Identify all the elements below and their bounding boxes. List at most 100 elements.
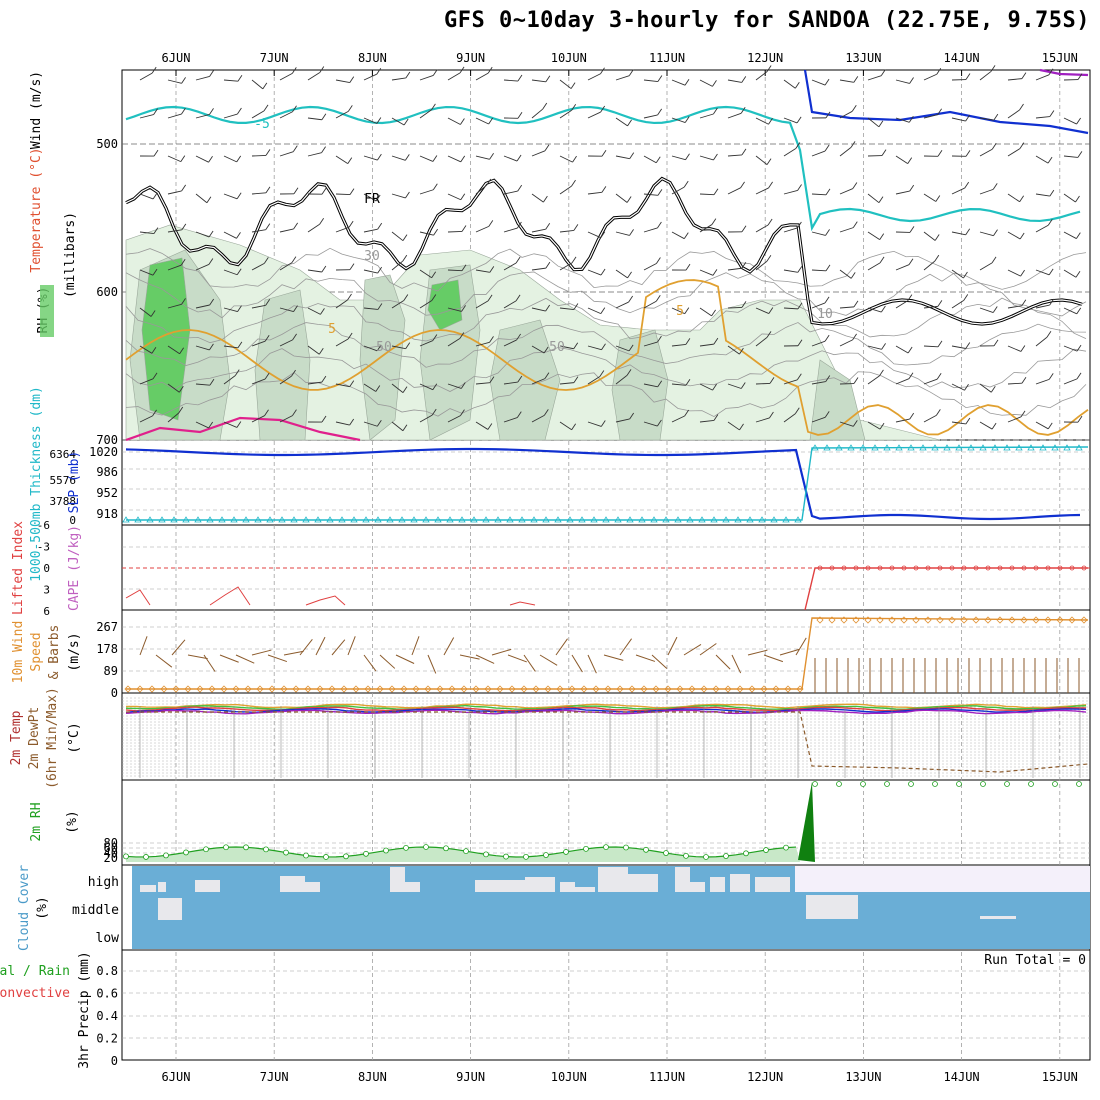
rh2m-marker bbox=[403, 844, 409, 851]
wind-barb-flag bbox=[627, 271, 632, 279]
surface-barb bbox=[747, 649, 768, 656]
wind-barb bbox=[671, 117, 686, 123]
wind-barb-flag bbox=[685, 263, 691, 271]
rh2m-marker bbox=[523, 853, 529, 860]
thickness-marker bbox=[602, 516, 610, 523]
wind-speed-marker bbox=[280, 685, 288, 693]
thickness-marker bbox=[494, 516, 502, 523]
ylabel-temperature: Temperature (°C) bbox=[29, 147, 44, 272]
wind-barb-flag bbox=[879, 422, 885, 430]
wind-speed-marker bbox=[760, 685, 768, 693]
contour-label: 30 bbox=[364, 249, 380, 264]
wind-barb bbox=[839, 339, 853, 347]
wind-speed-marker bbox=[436, 685, 444, 693]
wind-barb bbox=[531, 414, 545, 423]
wind-barb bbox=[139, 114, 154, 119]
li-tick-label: 0 bbox=[43, 562, 50, 575]
wind-barb bbox=[1007, 148, 1021, 157]
wind-barb-flag bbox=[153, 149, 159, 157]
wind-barb-flag bbox=[571, 104, 577, 111]
surface-barb bbox=[635, 654, 656, 662]
wind-barb bbox=[755, 337, 768, 347]
thickness-marker bbox=[967, 444, 975, 451]
wind-barb-flag bbox=[460, 409, 465, 416]
wind-barb bbox=[475, 184, 488, 195]
rh2m-marker bbox=[463, 848, 469, 855]
wind-barb-flag bbox=[403, 118, 409, 126]
li-line bbox=[305, 595, 346, 606]
date-label-top: 8JUN bbox=[358, 51, 387, 65]
wind-barb bbox=[503, 339, 517, 347]
wind-barb bbox=[727, 383, 742, 389]
temp-plus5-line bbox=[125, 279, 1089, 436]
wind-barb-flag bbox=[152, 268, 158, 276]
wind-barb bbox=[1007, 269, 1021, 277]
wind-barb-flag bbox=[853, 300, 859, 308]
wind-barb bbox=[867, 421, 881, 430]
wind-barb-flag bbox=[571, 179, 576, 187]
wind-speed-marker bbox=[460, 685, 468, 693]
rh-tick-label: 60 bbox=[104, 841, 118, 855]
rh2m-marker bbox=[143, 854, 149, 860]
wind-barb bbox=[503, 417, 518, 423]
thickness-marker bbox=[326, 516, 334, 523]
rh2m-marker bbox=[443, 845, 449, 852]
cloud-high-block bbox=[560, 882, 575, 892]
wind-barb-flag bbox=[908, 372, 914, 379]
precip-tick-label: 0.2 bbox=[96, 1032, 118, 1046]
wind-barb bbox=[1035, 193, 1050, 197]
wind-barb-flag bbox=[234, 369, 240, 376]
wind-barb bbox=[1063, 378, 1078, 385]
wind-barb bbox=[895, 190, 910, 195]
wind-barb bbox=[643, 341, 658, 347]
wind-barb-flag bbox=[881, 149, 887, 156]
wind-barb bbox=[307, 117, 322, 121]
wind-barb-flag bbox=[741, 225, 747, 233]
thickness-tick-label: 5576 bbox=[50, 474, 77, 487]
wind-barb bbox=[279, 339, 293, 347]
wind-speed-marker bbox=[532, 685, 540, 693]
wind-barb-flag bbox=[488, 117, 494, 125]
cloud-level-label: high bbox=[88, 875, 119, 890]
rh2m-marker bbox=[423, 844, 429, 850]
thickness-marker bbox=[1051, 444, 1059, 451]
contour-label: 10 bbox=[817, 307, 833, 322]
wind-barb bbox=[251, 263, 265, 271]
wind-barb-flag bbox=[237, 107, 242, 115]
wind-speed-marker bbox=[888, 616, 896, 624]
wind-barb bbox=[783, 227, 798, 233]
wind-barb-flag bbox=[629, 152, 635, 159]
temp-magenta-line bbox=[125, 416, 361, 442]
rh2m-marker bbox=[163, 852, 169, 859]
wind-barb-flag bbox=[545, 222, 551, 230]
wind-barb-flag bbox=[459, 66, 465, 74]
thickness-marker bbox=[470, 516, 478, 523]
thickness-marker bbox=[254, 516, 262, 523]
rh2m-marker bbox=[663, 850, 669, 856]
wind-barb-flag bbox=[711, 218, 717, 225]
wind-barb bbox=[839, 421, 854, 427]
wind-barb-flag bbox=[543, 195, 548, 203]
wind-barb-flag bbox=[264, 334, 270, 342]
wind-barb bbox=[167, 412, 180, 423]
ylabel-cloud: Cloud Cover bbox=[17, 865, 32, 951]
thickness-marker bbox=[794, 516, 802, 523]
precip-tick-label: 0.8 bbox=[96, 964, 118, 978]
cloud-high-block bbox=[755, 877, 790, 892]
wind-barb-flag bbox=[657, 221, 662, 229]
wind-barb-flag bbox=[209, 108, 214, 115]
wind-barb-flag bbox=[1077, 415, 1083, 423]
thickness-marker bbox=[410, 516, 418, 523]
wind-barb-flag bbox=[824, 411, 830, 418]
wind-barb-flag bbox=[937, 340, 943, 348]
wind-barb bbox=[1007, 193, 1020, 203]
wind-barb bbox=[727, 154, 742, 157]
wind-speed-marker bbox=[816, 616, 824, 624]
thickness-marker bbox=[734, 516, 742, 523]
rh2m-marker bbox=[263, 846, 269, 853]
wind-barb-flag bbox=[181, 107, 186, 115]
thickness-marker bbox=[230, 516, 238, 523]
wind-barb bbox=[979, 117, 994, 121]
wind-barb-flag bbox=[965, 150, 971, 157]
wind-barb-flag bbox=[741, 301, 747, 308]
